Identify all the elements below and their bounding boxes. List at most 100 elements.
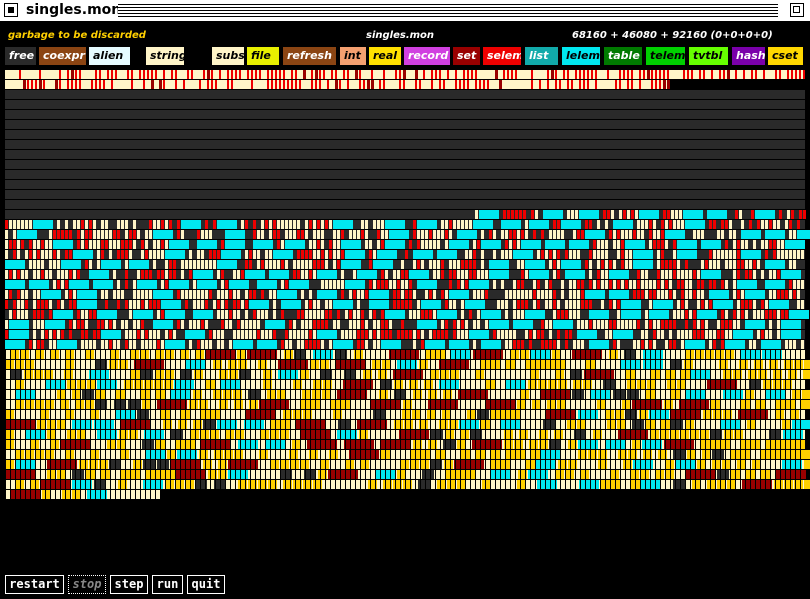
block-divider — [180, 350, 181, 359]
block-divider — [275, 450, 276, 459]
block-divider — [255, 470, 256, 479]
block-divider — [185, 400, 186, 409]
heap-block — [561, 230, 564, 239]
block-divider — [555, 450, 556, 459]
block-divider — [495, 360, 496, 369]
block-divider — [110, 410, 111, 419]
block-divider — [790, 380, 791, 389]
block-divider — [320, 410, 321, 419]
lelem-block — [265, 320, 285, 329]
garbage-block — [35, 450, 44, 459]
block-divider — [660, 360, 661, 369]
garbage-block — [228, 360, 237, 369]
block-divider — [690, 390, 691, 399]
block-divider — [270, 460, 271, 469]
heap-block — [345, 330, 348, 339]
free-block — [543, 420, 555, 429]
block-divider — [660, 420, 661, 429]
block-divider — [590, 470, 591, 479]
block-divider — [715, 410, 716, 419]
block-divider — [205, 480, 206, 489]
block-divider — [650, 350, 651, 359]
garbage-block — [517, 480, 526, 489]
block-divider — [360, 390, 361, 399]
block-divider — [765, 450, 766, 459]
block-divider — [685, 350, 686, 359]
block-divider — [70, 360, 71, 369]
block-divider — [735, 450, 736, 459]
garbage-block — [723, 410, 732, 419]
heap-block — [713, 220, 716, 229]
block-divider — [425, 480, 426, 489]
heap-block — [513, 290, 516, 299]
block-divider — [380, 480, 381, 489]
block-divider — [425, 460, 426, 469]
heap-block — [669, 270, 672, 279]
block-divider — [305, 410, 306, 419]
heap-block — [205, 320, 208, 329]
block-divider — [255, 390, 256, 399]
block-divider — [355, 350, 356, 359]
heap-block — [485, 290, 488, 299]
garbage-block — [323, 380, 332, 389]
lelem-block — [97, 310, 117, 319]
heap-block — [567, 210, 570, 219]
quit-button[interactable]: quit — [187, 575, 225, 594]
garbage-block — [290, 460, 299, 469]
heap-row — [5, 490, 160, 499]
block-divider — [375, 430, 376, 439]
block-divider — [475, 400, 476, 409]
garbage-block — [224, 450, 233, 459]
legend-lelem: lelem — [562, 47, 600, 65]
heap-block — [557, 230, 560, 239]
block-divider — [245, 420, 246, 429]
heap-block — [181, 270, 184, 279]
block-divider — [25, 360, 26, 369]
set-block — [134, 360, 164, 369]
restart-button[interactable]: restart — [5, 575, 64, 594]
block-divider — [465, 360, 466, 369]
block-divider — [510, 440, 511, 449]
block-divider — [250, 420, 251, 429]
block-divider — [15, 350, 16, 359]
block-divider — [270, 440, 271, 449]
block-divider — [605, 390, 606, 399]
block-divider — [275, 380, 276, 389]
heap-block — [9, 220, 12, 229]
zoom-box-icon[interactable] — [790, 3, 804, 17]
stop-button[interactable]: stop — [68, 575, 106, 594]
close-box-icon[interactable] — [4, 3, 18, 17]
block-divider — [230, 390, 231, 399]
block-divider — [725, 350, 726, 359]
block-divider — [630, 390, 631, 399]
set-block — [259, 400, 289, 409]
block-divider — [590, 430, 591, 439]
block-divider — [740, 480, 741, 489]
block-divider — [570, 400, 571, 409]
block-divider — [155, 370, 156, 379]
garbage-block — [203, 460, 212, 469]
heap-block — [397, 330, 400, 339]
block-divider — [50, 480, 51, 489]
block-divider — [800, 380, 801, 389]
heap-block — [563, 70, 565, 79]
block-divider — [175, 430, 176, 439]
block-divider — [455, 400, 456, 409]
title-bar[interactable]: singles.mon — [0, 0, 810, 22]
step-button[interactable]: step — [110, 575, 148, 594]
block-divider — [90, 370, 91, 379]
block-divider — [340, 420, 341, 429]
block-divider — [620, 400, 621, 409]
heap-block — [197, 250, 200, 259]
heap-block — [257, 250, 260, 259]
block-divider — [180, 440, 181, 449]
block-divider — [55, 390, 56, 399]
block-divider — [420, 370, 421, 379]
block-divider — [685, 390, 686, 399]
heap-block — [799, 210, 802, 219]
block-divider — [300, 410, 301, 419]
block-divider — [45, 380, 46, 389]
block-divider — [770, 440, 771, 449]
run-button[interactable]: run — [152, 575, 183, 594]
block-divider — [510, 460, 511, 469]
